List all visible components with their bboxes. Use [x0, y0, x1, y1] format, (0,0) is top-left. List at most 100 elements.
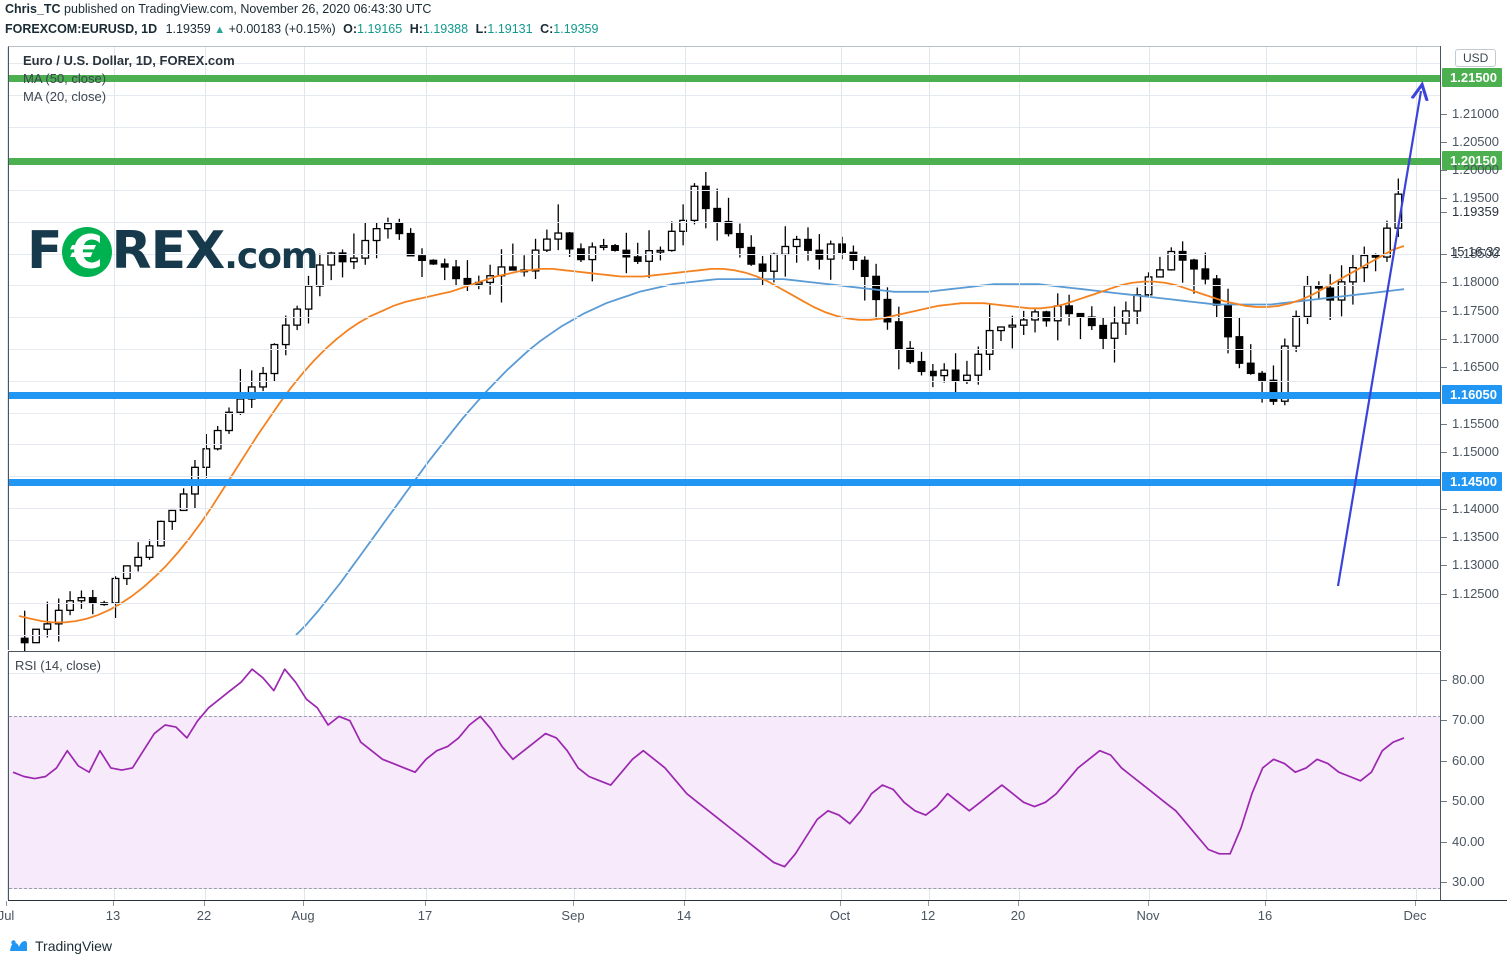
- axis-tick: [6, 901, 7, 906]
- price-level-badge[interactable]: 1.21500: [1442, 68, 1502, 87]
- gridline: [7, 47, 8, 650]
- candle-up: [236, 398, 245, 413]
- close-key: C:: [540, 22, 554, 36]
- price-level-badge[interactable]: 1.16050: [1442, 385, 1502, 404]
- axis-tick: [1441, 339, 1447, 340]
- candle-up: [156, 520, 165, 547]
- axis-tick: [1265, 901, 1266, 906]
- gridline: [9, 507, 1440, 509]
- publish-info: published on TradingView.com, November 2…: [60, 2, 432, 16]
- candle-down: [1099, 324, 1108, 339]
- axis-tick: [1018, 901, 1019, 906]
- candle-up: [43, 623, 52, 630]
- candle-up: [349, 257, 358, 263]
- resistance-1.20150[interactable]: [9, 158, 1441, 165]
- candle-down: [872, 275, 881, 301]
- ma50-legend[interactable]: MA (50, close): [23, 71, 107, 86]
- candle-up: [259, 372, 268, 388]
- time-tick-label: 16: [1257, 908, 1273, 923]
- watermark-dotcom: .com: [224, 236, 318, 277]
- currency-badge[interactable]: USD: [1455, 49, 1497, 67]
- rsi-legend[interactable]: RSI (14, close): [15, 658, 101, 673]
- price-tick-label: 1.15000: [1452, 444, 1499, 459]
- close-value: 1.19359: [553, 22, 599, 36]
- gridline: [9, 253, 1440, 255]
- gridline: [9, 635, 1440, 637]
- gridline: [9, 317, 1440, 319]
- rsi-axis[interactable]: 80.00 70.00 60.00 50.00 40.00 30.00: [1440, 651, 1507, 900]
- time-tick-label: Aug: [291, 908, 315, 923]
- candle-up: [690, 185, 699, 222]
- axis-tick: [928, 901, 929, 906]
- ma20-legend[interactable]: MA (20, close): [23, 89, 107, 104]
- gridline: [9, 571, 1440, 573]
- price-axis[interactable]: USD 1.21500 1.21000 1.20500 1.20150 1.20000 1…: [1440, 46, 1507, 650]
- author-name: Chris_TC: [5, 2, 61, 16]
- rsi-70-dashed-line: [9, 716, 1441, 718]
- candle-down: [622, 249, 631, 258]
- gridline: [574, 47, 575, 650]
- price-tick-label: 1.21000: [1452, 106, 1499, 121]
- rsi-overbought-oversold-band: [9, 716, 1441, 889]
- gridline: [685, 47, 686, 650]
- axis-tick: [204, 901, 205, 906]
- gridline: [9, 673, 1440, 675]
- candle-up: [962, 374, 971, 382]
- candle-up: [315, 264, 324, 287]
- candle-down: [951, 369, 960, 382]
- gridline: [9, 62, 1440, 64]
- candle-up: [66, 600, 75, 611]
- support-1.14500[interactable]: [9, 479, 1441, 486]
- candle-up: [54, 609, 63, 625]
- time-axis[interactable]: Jul 13 22 Aug 17 Sep 14 Oct 12 20 Nov 16 Dec: [0, 900, 1507, 926]
- axis-tick: [1441, 565, 1447, 566]
- axis-tick: [1441, 424, 1447, 425]
- rsi-tick-label: 70.00: [1452, 712, 1485, 727]
- price-level-badge[interactable]: 1.20150: [1442, 151, 1502, 170]
- axis-tick: [113, 901, 114, 906]
- rsi-panel[interactable]: RSI (14, close): [7, 651, 1441, 900]
- candle-down: [418, 255, 426, 261]
- time-tick-label: Dec: [1403, 908, 1427, 923]
- axis-tick: [1441, 537, 1447, 538]
- price-tick-label: 1.13000: [1452, 557, 1499, 572]
- gridline: [205, 47, 206, 650]
- candle-up: [542, 238, 551, 251]
- price-chart-panel[interactable]: F € REX.com Euro / U.S. Dollar, 1D, FOREX.…: [7, 46, 1441, 651]
- candle-up: [225, 411, 233, 432]
- high-key: H:: [409, 22, 423, 36]
- gridline: [9, 380, 1440, 382]
- candle-up: [588, 246, 597, 261]
- forex-com-watermark: F € REX.com: [27, 225, 318, 277]
- candle-down: [440, 263, 449, 268]
- candle-down: [508, 266, 517, 271]
- candle-down: [463, 277, 472, 285]
- candle-up: [769, 253, 778, 272]
- gridline: [9, 94, 1440, 96]
- candle-up: [679, 219, 688, 232]
- gridline: [7, 652, 8, 900]
- axis-tick: [1441, 842, 1447, 843]
- axis-tick: [1441, 594, 1447, 595]
- gridline: [9, 603, 1440, 605]
- candle-down: [1371, 254, 1380, 258]
- candle-down: [20, 637, 29, 644]
- price-level-badge[interactable]: 1.14500: [1442, 472, 1502, 491]
- axis-tick: [1441, 114, 1447, 115]
- support-1.16050[interactable]: [9, 392, 1441, 399]
- candle-up: [1280, 345, 1289, 402]
- candle-down: [1224, 304, 1232, 338]
- resistance-1.21500[interactable]: [9, 75, 1441, 82]
- candle-down: [815, 249, 824, 260]
- candle-down: [429, 259, 438, 265]
- axis-tick: [1415, 901, 1416, 906]
- candle-down: [883, 298, 892, 323]
- candle-up: [1019, 319, 1028, 326]
- axis-tick: [684, 901, 685, 906]
- axis-tick: [840, 901, 841, 906]
- candle-up: [985, 329, 994, 355]
- rsi-tick-label: 60.00: [1452, 753, 1485, 768]
- candle-up: [1167, 250, 1176, 271]
- tradingview-logo-icon: [10, 940, 27, 951]
- candle-down: [1258, 372, 1267, 381]
